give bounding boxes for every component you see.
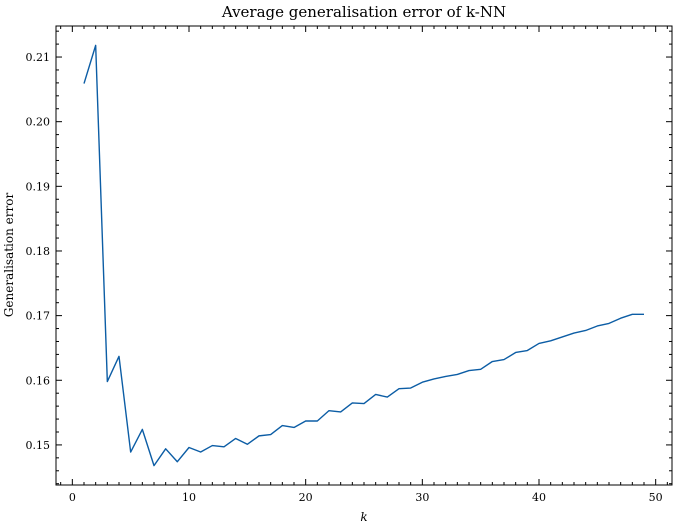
y-tick-label: 0.19 bbox=[26, 180, 51, 193]
y-tick-label: 0.20 bbox=[26, 116, 51, 129]
y-tick-label: 0.16 bbox=[26, 374, 51, 387]
plot-area bbox=[83, 44, 644, 467]
x-axis-label: k bbox=[360, 510, 367, 524]
x-tick-label: 20 bbox=[299, 491, 313, 504]
y-tick-label: 0.15 bbox=[26, 439, 51, 452]
y-axis-label: Generalisation error bbox=[2, 193, 16, 318]
x-tick-label: 30 bbox=[415, 491, 429, 504]
x-tick-label: 50 bbox=[649, 491, 663, 504]
y-tick-label: 0.17 bbox=[26, 310, 51, 323]
series-line bbox=[83, 44, 644, 467]
x-tick-label: 10 bbox=[182, 491, 196, 504]
axis-ticks: 0 10 20 30 40 50 0.15 0.16 0.17 0.18 0.19 0.20 0.21 bbox=[26, 26, 672, 504]
plot-frame bbox=[55, 25, 673, 486]
y-tick-label: 0.18 bbox=[26, 245, 51, 258]
chart-title: Average generalisation error of k-NN bbox=[221, 3, 506, 21]
x-tick-label: 40 bbox=[532, 491, 546, 504]
x-tick-label: 0 bbox=[69, 491, 76, 504]
y-tick-label: 0.21 bbox=[26, 51, 51, 64]
